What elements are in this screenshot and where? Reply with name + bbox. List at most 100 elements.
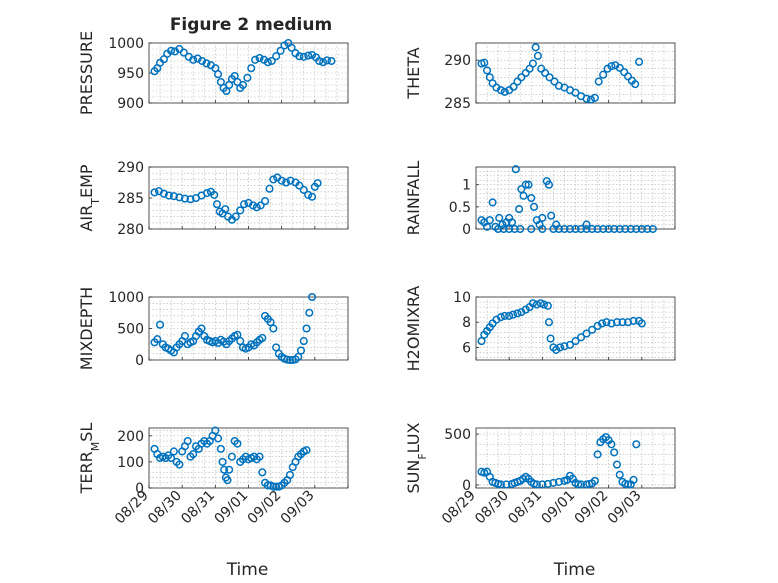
data-point: [240, 200, 249, 209]
data-point: [495, 213, 504, 222]
data-point: [227, 452, 236, 461]
data-point: [505, 224, 514, 234]
data-point: [635, 57, 644, 66]
y-tick-label: 10: [453, 290, 471, 306]
data-point: [576, 480, 586, 489]
y-tick-label: 280: [117, 222, 144, 238]
data-point: [180, 194, 189, 203]
data-point: [252, 203, 261, 212]
x-tick-label: 09/03: [278, 488, 318, 528]
x-axis-label: Time: [553, 560, 596, 580]
data-point: [212, 200, 222, 209]
data-point: [510, 224, 519, 234]
y-tick-label: 8: [462, 315, 471, 331]
data-point: [236, 206, 245, 215]
data-point: [304, 190, 313, 199]
data-point: [632, 224, 641, 234]
y-axis-label: PRESSURE: [77, 31, 96, 115]
data-point: [560, 224, 569, 234]
data-point: [604, 224, 613, 234]
data-point: [296, 346, 306, 355]
data-point: [571, 224, 580, 234]
data-point: [308, 192, 317, 201]
data-point: [258, 468, 267, 477]
data-point: [588, 224, 597, 234]
data-point: [543, 479, 552, 488]
y-axis-label: SUNFLUX: [404, 422, 429, 493]
data-point: [225, 465, 234, 474]
data-point: [538, 224, 547, 234]
data-point: [550, 77, 559, 86]
data-point: [319, 58, 328, 67]
data-point: [256, 201, 265, 210]
data-point: [637, 224, 646, 234]
data-point: [277, 176, 286, 185]
data-point: [607, 440, 616, 449]
subplot-h2omixra: 6 8 10 H2OMIXRA: [404, 286, 676, 371]
data-point: [612, 318, 622, 327]
data-point: [508, 310, 518, 319]
y-tick-label: 290: [117, 160, 144, 176]
data-point: [175, 460, 184, 469]
y-tick-label: 1000: [108, 36, 144, 52]
data-point: [631, 80, 640, 89]
data-point: [285, 355, 295, 365]
data-point: [528, 59, 537, 68]
data-point: [167, 46, 176, 55]
x-tick-label: 08/29: [112, 488, 152, 528]
x-tick-label: 09/01: [211, 488, 251, 528]
x-tick-label: 08/31: [505, 488, 545, 528]
data-point: [211, 426, 220, 435]
data-point: [623, 318, 633, 327]
data-point: [189, 55, 198, 64]
data-point: [179, 48, 188, 57]
data-point: [594, 77, 603, 86]
data-point: [282, 178, 291, 187]
data-point: [618, 318, 627, 327]
data-point: [539, 300, 549, 309]
data-point: [294, 352, 303, 361]
data-point: [269, 175, 278, 184]
data-point: [615, 224, 624, 234]
data-point: [263, 481, 272, 490]
data-point: [571, 88, 580, 97]
data-point: [233, 330, 242, 339]
y-tick-label: 285: [444, 96, 471, 112]
x-axis-label: Time: [226, 560, 269, 580]
x-tick-label: 08/29: [439, 488, 479, 528]
data-point: [263, 58, 272, 67]
data-point: [555, 343, 565, 352]
data-point: [505, 311, 514, 320]
data-point: [582, 220, 591, 229]
data-point: [527, 224, 536, 234]
data-point: [315, 56, 324, 66]
data-point: [156, 320, 165, 329]
y-tick-label: 100: [117, 455, 144, 471]
data-point: [485, 216, 494, 225]
data-point: [186, 195, 195, 204]
y-axis-label: AIRTEMP: [77, 164, 102, 231]
data-point: [632, 440, 641, 449]
data-point: [327, 56, 336, 66]
data-point: [175, 193, 184, 202]
data-point: [586, 95, 596, 104]
data-point: [266, 318, 275, 327]
data-point: [299, 52, 308, 61]
data-point: [544, 318, 554, 327]
data-point: [223, 476, 232, 485]
data-point: [302, 446, 311, 455]
data-point: [295, 52, 304, 61]
data-point: [593, 450, 602, 459]
data-point: [169, 192, 178, 201]
y-tick-label: 0: [135, 353, 144, 369]
y-tick-label: 500: [444, 427, 471, 443]
data-point: [507, 218, 516, 227]
data-point: [612, 460, 622, 469]
data-point: [590, 93, 599, 102]
data-point: [488, 198, 497, 207]
y-tick-label: 285: [117, 191, 144, 207]
data-point: [648, 224, 657, 234]
data-point: [258, 333, 267, 343]
data-point: [214, 434, 223, 443]
axes-box: [475, 42, 676, 104]
